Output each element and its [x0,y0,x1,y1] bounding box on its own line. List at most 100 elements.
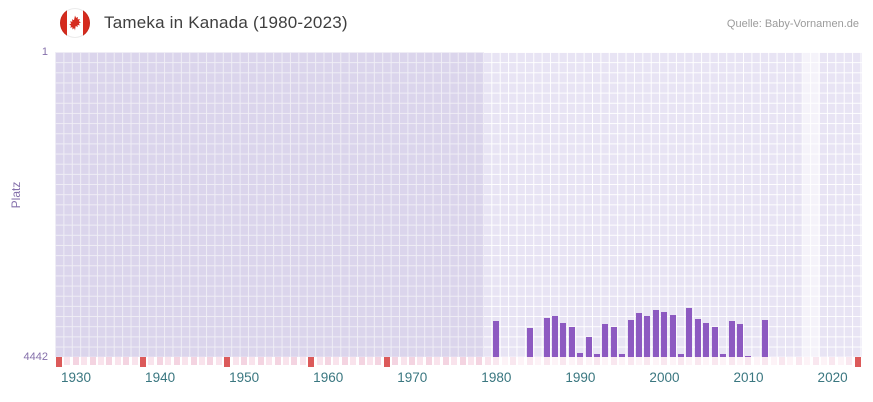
year-marker-cell [543,357,550,365]
year-marker-cell [232,357,239,365]
year-marker-cell [434,357,441,365]
year-marker-cell [678,357,685,365]
year-marker-cell [64,357,71,365]
year-marker-cell [745,357,752,365]
x-tick-label: 1950 [229,370,260,385]
rank-bar [493,321,500,357]
year-marker-cell [81,357,88,365]
rank-bar [669,314,676,357]
x-tick-label: 1930 [60,370,92,385]
year-marker-cell [846,357,853,365]
year-marker-cell [106,357,113,365]
plot-area [55,52,862,357]
y-tick-top: 1 [41,46,48,58]
y-tick-bottom: 4442 [23,351,48,363]
year-marker-cell [551,357,558,365]
year-marker-cell [694,357,701,365]
x-tick-label: 1960 [313,370,344,385]
year-marker-cell [560,357,567,365]
year-marker-cell [509,357,516,365]
year-marker-cell [804,357,811,365]
x-axis: 1930 1940 1950 1960 1970 1980 1990 2000 2010 2020 [0,368,873,392]
year-marker-cell [367,357,374,365]
rank-bar [762,319,769,357]
year-marker-cell [762,357,769,365]
rank-bar [594,354,600,357]
rank-bar [720,354,727,357]
year-marker-cell [627,357,634,365]
year-marker-cell [89,357,96,365]
year-marker-cell [182,357,189,365]
year-marker-cell [274,357,281,365]
year-marker-cell [778,357,785,365]
year-marker-cell [594,357,600,365]
year-marker-cell [644,357,651,365]
year-marker-cell [56,357,62,367]
year-marker-cell [720,357,727,365]
rank-bar [694,319,701,357]
year-marker-cell [282,357,289,365]
rank-bar [560,322,567,357]
year-marker-cell [518,357,525,365]
year-marker-cell [577,357,584,365]
year-marker-cell [753,357,760,365]
rank-bar [602,323,609,357]
x-tick-label: 1990 [565,370,596,385]
year-marker-cell [476,357,483,365]
year-marker-cell [417,357,424,365]
year-marker-cell [409,357,416,365]
year-marker-cell [350,357,357,365]
year-marker-cell [316,357,323,365]
rank-bar [661,312,668,357]
year-marker-cell [173,357,180,365]
year-marker-cell [358,357,365,365]
year-marker-cell [383,357,390,367]
year-marker-cell [165,357,172,365]
year-marker-cell [661,357,668,365]
year-marker-cell [190,357,197,365]
year-marker-cell [224,357,231,367]
year-marker-cell [114,357,121,365]
rank-bar [644,316,651,357]
x-tick-label: 2010 [733,370,764,385]
year-marker-cell [854,357,861,367]
year-marker-cell [568,357,575,365]
rank-bar [551,316,558,357]
rank-bar [703,323,710,357]
year-marker-cell [291,357,298,365]
rank-bar [568,326,575,357]
year-marker-cell [375,357,382,365]
year-marker-cell [148,357,155,365]
year-marker-cell [686,357,693,365]
year-marker-cell [652,357,659,365]
year-marker-cell [711,357,718,365]
year-marker-cell [467,357,474,365]
chart-header: Tameka in Kanada (1980-2023) [60,8,348,38]
year-marker-cell [325,357,331,365]
rank-bar [736,323,743,357]
rank-bar [728,321,735,357]
rank-bar [711,326,718,357]
rank-bar [619,354,626,357]
year-marker-cell [619,357,626,365]
year-marker-cell [400,357,407,365]
year-marker-cell [669,357,676,365]
year-marker-cell [215,357,222,365]
rank-bar [543,318,550,357]
year-marker-cell [333,357,340,365]
x-tick-label: 1970 [397,370,428,385]
year-marker-cell [442,357,449,365]
rank-bar [745,355,752,357]
source-credit: Quelle: Baby-Vornamen.de [726,18,859,30]
y-axis-label: Platz [9,181,23,209]
year-marker-cell [636,357,643,365]
year-marker-cell [140,357,147,367]
x-tick-label: 1980 [481,370,512,385]
year-marker-cell [308,357,315,367]
rank-bar [610,327,617,357]
no-data-band [55,52,484,357]
rank-bar [526,328,533,357]
year-marker-cell [249,357,256,365]
year-marker-cell [156,357,163,365]
